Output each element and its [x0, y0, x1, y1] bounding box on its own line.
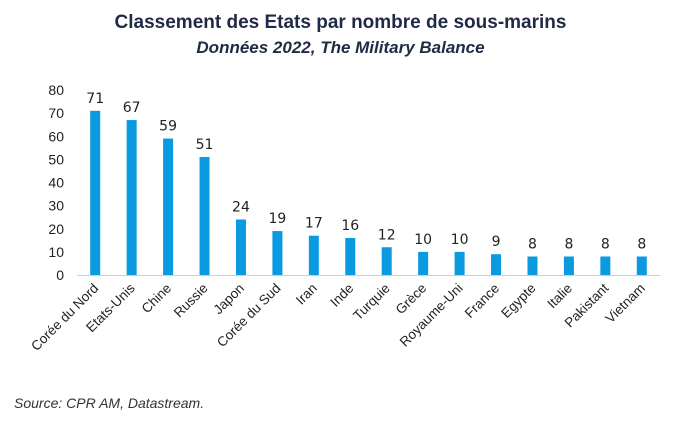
bar [272, 231, 283, 275]
data-label: 10 [451, 232, 469, 248]
data-label: 8 [528, 237, 537, 253]
x-tick-label: Corée du Sud [214, 281, 284, 351]
data-label: 8 [564, 237, 573, 253]
y-tick-label: 80 [48, 82, 64, 98]
y-tick-label: 40 [48, 175, 64, 191]
x-tick-label: Inde [327, 281, 356, 310]
bar [418, 251, 429, 275]
source-note: Source: CPR AM, Datastream. [14, 395, 205, 411]
y-tick-label: 20 [48, 221, 64, 237]
data-label: 8 [601, 237, 610, 253]
bar [636, 256, 647, 275]
bar [163, 138, 174, 275]
data-label: 16 [341, 218, 359, 234]
data-label: 9 [492, 234, 501, 250]
data-label: 10 [414, 232, 432, 248]
bar [491, 254, 502, 275]
y-tick-label: 10 [48, 244, 64, 260]
data-label: 19 [268, 211, 286, 227]
chart-subtitle: Données 2022, The Military Balance [196, 38, 485, 57]
x-tick-label: Egypte [498, 281, 538, 321]
bar [90, 110, 101, 275]
x-tick-label: Turquie [350, 281, 393, 324]
data-label: 67 [123, 100, 141, 116]
bar [527, 256, 538, 275]
data-label: 59 [159, 119, 177, 135]
x-tick-label: France [462, 281, 502, 321]
data-label: 17 [305, 216, 323, 232]
data-label: 24 [232, 200, 250, 216]
data-label: 12 [378, 227, 396, 243]
bar [381, 247, 392, 275]
bar [235, 219, 246, 275]
data-label: 8 [637, 237, 646, 253]
data-label: 51 [196, 137, 214, 153]
bar [308, 235, 319, 275]
x-tick-label: Iran [293, 281, 320, 308]
bar [345, 238, 356, 275]
y-tick-label: 0 [56, 267, 64, 283]
y-tick-label: 50 [48, 151, 64, 167]
bar [126, 120, 137, 275]
bar [600, 256, 611, 275]
bar [199, 157, 210, 275]
chart-title: Classement des Etats par nombre de sous-… [114, 12, 567, 33]
y-tick-label: 30 [48, 198, 64, 214]
x-tick-label: Vietnam [602, 281, 647, 326]
x-tick-label: Italie [544, 281, 575, 312]
y-tick-label: 70 [48, 105, 64, 121]
bar [454, 251, 465, 275]
x-tick-label: Russie [171, 281, 211, 321]
bar [563, 256, 574, 275]
x-tick-label: Chine [139, 281, 175, 317]
data-label: 71 [86, 91, 104, 107]
y-tick-label: 60 [48, 128, 64, 144]
